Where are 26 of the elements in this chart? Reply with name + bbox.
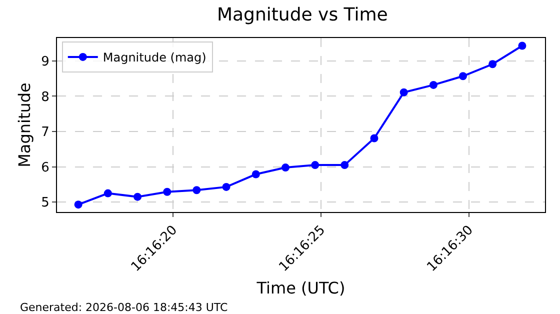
point — [400, 88, 408, 96]
y-tick-label: 8 — [41, 90, 50, 105]
chart-title: Magnitude vs Time — [216, 4, 388, 26]
y-tick-label: 7 — [41, 125, 50, 140]
point — [488, 60, 497, 68]
point — [311, 161, 320, 170]
point — [518, 42, 526, 50]
text: Generated: 2026-08-06 18:45:43 UTC — [20, 301, 228, 314]
point — [134, 192, 142, 201]
y-tick-label: 9 — [41, 54, 50, 70]
point — [252, 170, 260, 178]
point — [458, 72, 467, 80]
point — [282, 164, 290, 172]
point — [163, 188, 172, 196]
legend-label: Magnitude (mag) — [102, 50, 206, 65]
point — [370, 134, 378, 142]
y-tick-label: 6 — [41, 160, 50, 176]
point — [74, 200, 82, 209]
point — [429, 80, 438, 89]
y-tick-label: 5 — [41, 196, 50, 211]
point — [340, 161, 349, 170]
point — [222, 182, 230, 191]
point — [192, 186, 201, 194]
y-axis-title: Magnitude — [15, 82, 34, 168]
point — [104, 189, 112, 198]
x-axis-title: Time (UTC) — [256, 278, 346, 298]
